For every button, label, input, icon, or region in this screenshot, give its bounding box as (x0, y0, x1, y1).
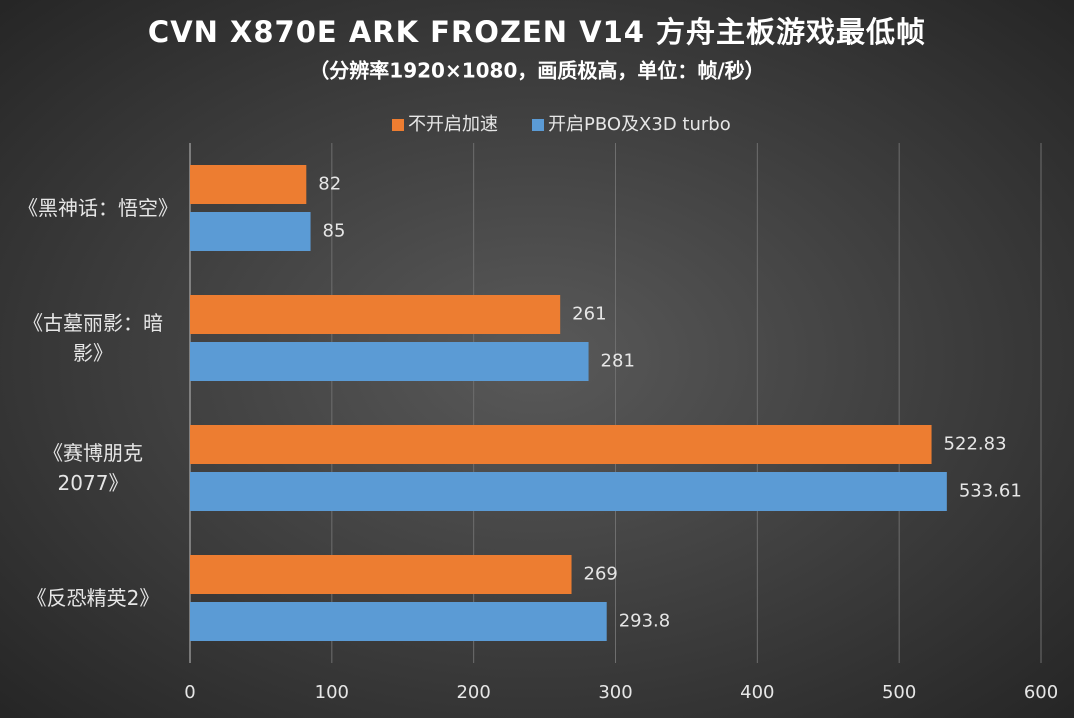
legend-marker (532, 119, 544, 131)
x-tick-label: 600 (1024, 682, 1058, 703)
x-tick-label: 200 (456, 682, 490, 703)
bar (190, 425, 932, 464)
value-label: 533.61 (959, 481, 1022, 502)
chart-subtitle: （分辨率1920×1080，画质极高，单位：帧/秒） (309, 59, 764, 83)
bar (190, 165, 307, 204)
category-label: 《赛博朋克2077》 (43, 441, 143, 495)
value-label: 281 (601, 351, 635, 372)
bar (190, 342, 589, 381)
category-label: 《反恐精英2》 (26, 586, 160, 610)
x-tick-label: 400 (740, 682, 774, 703)
x-tick-label: 300 (598, 682, 632, 703)
legend-label: 开启PBO及X3D turbo (548, 114, 731, 135)
bar (190, 602, 607, 641)
x-tick-label: 0 (184, 682, 195, 703)
bar (190, 212, 311, 251)
bar (190, 472, 947, 511)
value-label: 522.83 (944, 434, 1007, 455)
x-tick-label: 500 (882, 682, 916, 703)
value-label: 85 (323, 221, 346, 242)
category-label: 《古墓丽影：暗影》 (23, 311, 163, 365)
value-label: 293.8 (619, 611, 671, 632)
legend-marker (392, 119, 404, 131)
value-label: 82 (318, 174, 341, 195)
bar (190, 555, 572, 594)
legend-label: 不开启加速 (408, 114, 498, 135)
x-tick-label: 100 (315, 682, 349, 703)
bar (190, 295, 561, 334)
chart-title: CVN X870E ARK FROZEN V14 方舟主板游戏最低帧 (148, 15, 926, 49)
value-label: 261 (572, 304, 606, 325)
category-label: 《黑神话：悟空》 (18, 196, 178, 220)
value-label: 269 (584, 564, 618, 585)
